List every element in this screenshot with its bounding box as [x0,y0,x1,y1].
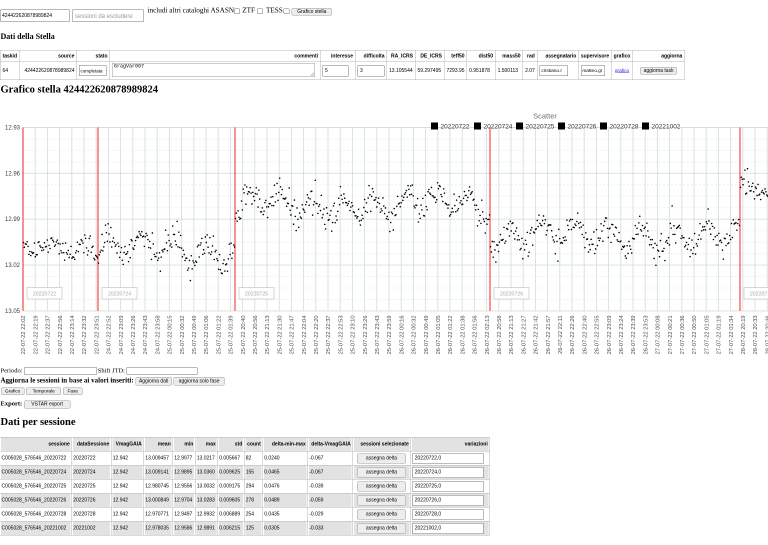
svg-text:20220722: 20220722 [441,124,470,131]
svg-text:25-07-22 01:39: 25-07-22 01:39 [229,315,235,354]
svg-text:26-07-22 02:13: 26-07-22 02:13 [485,315,491,354]
svg-text:20220724: 20220724 [108,292,131,298]
svg-text:27-07-22 00:36: 27-07-22 00:36 [680,315,686,354]
svg-text:24-07-22 23:09: 24-07-22 23:09 [119,315,125,354]
svg-text:22-07-22 22:37: 22-07-22 22:37 [46,315,52,354]
svg-text:20220722: 20220722 [33,292,56,298]
svg-text:25-07-22 23:26: 25-07-22 23:26 [363,315,369,354]
svg-text:24-07-22 23:26: 24-07-22 23:26 [131,315,137,354]
svg-text:26-07-22 21:42: 26-07-22 21:42 [534,315,540,354]
svg-text:Scatter: Scatter [533,112,557,121]
svg-text:22-07-22 23:14: 22-07-22 23:14 [70,315,76,355]
svg-text:25-07-22 00:49: 25-07-22 00:49 [192,315,198,354]
svg-text:27-07-22 00:21: 27-07-22 00:21 [668,315,674,354]
svg-text:28-07-22 20:19: 28-07-22 20:19 [741,315,747,354]
svg-text:26-07-22 23:39: 26-07-22 23:39 [631,315,637,354]
svg-text:27-07-22 01:34: 27-07-22 01:34 [729,315,735,355]
svg-text:25-07-22 21:30: 25-07-22 21:30 [277,315,283,354]
svg-text:26-07-22 00:49: 26-07-22 00:49 [424,315,430,354]
svg-text:13.02: 13.02 [5,263,21,269]
svg-text:24-07-22 22:52: 24-07-22 22:52 [107,315,113,354]
svg-text:22-07-22 23:32: 22-07-22 23:32 [82,315,88,354]
svg-text:26-07-22 22:26: 26-07-22 22:26 [570,315,576,354]
svg-text:20220724: 20220724 [484,124,513,131]
svg-text:25-07-22 23:43: 25-07-22 23:43 [375,315,381,354]
svg-text:25-07-22 01:06: 25-07-22 01:06 [204,315,210,354]
svg-text:12.99: 12.99 [5,217,21,223]
svg-text:25-07-22 22:20: 25-07-22 22:20 [314,315,320,354]
svg-text:26-07-22 23:24: 26-07-22 23:24 [619,315,625,355]
svg-text:20220726: 20220726 [568,124,597,131]
svg-text:25-07-22 21:47: 25-07-22 21:47 [290,315,296,354]
svg-text:26-07-22 00:32: 26-07-22 00:32 [412,315,418,354]
svg-text:26-07-22 21:57: 26-07-22 21:57 [546,315,552,354]
svg-text:26-07-22 00:16: 26-07-22 00:16 [399,315,405,354]
svg-text:28-07-22 20:33: 28-07-22 20:33 [753,315,759,354]
svg-text:25-07-22 01:22: 25-07-22 01:22 [216,315,222,354]
svg-text:26-07-22 01:38: 26-07-22 01:38 [460,315,466,354]
svg-text:20220728: 20220728 [750,292,768,298]
svg-text:26-07-22 22:11: 26-07-22 22:11 [558,315,564,354]
svg-text:22-07-22 22:02: 22-07-22 22:02 [21,315,27,354]
svg-text:12.93: 12.93 [5,126,21,132]
svg-text:26-07-22 01:22: 26-07-22 01:22 [448,315,454,354]
svg-text:27-07-22 01:05: 27-07-22 01:05 [704,315,710,354]
svg-text:24-07-22 23:43: 24-07-22 23:43 [143,315,149,354]
svg-text:26-07-22 23:09: 26-07-22 23:09 [607,315,613,354]
svg-text:22-07-22 23:51: 22-07-22 23:51 [94,315,100,354]
svg-text:12.96: 12.96 [5,171,21,177]
svg-text:28-07-22 20:46: 28-07-22 20:46 [765,315,768,354]
svg-text:26-07-22 21:27: 26-07-22 21:27 [521,315,527,354]
svg-text:22-07-22 22:56: 22-07-22 22:56 [58,315,64,354]
svg-text:13.05: 13.05 [5,309,21,315]
svg-text:22-07-22 22:19: 22-07-22 22:19 [33,315,39,354]
svg-text:25-07-22 20:56: 25-07-22 20:56 [253,315,259,354]
svg-text:26-07-22 22:55: 26-07-22 22:55 [595,315,601,354]
svg-text:25-07-22 22:53: 25-07-22 22:53 [338,315,344,354]
svg-text:25-07-22 00:15: 25-07-22 00:15 [168,315,174,354]
svg-text:26-07-22 21:13: 26-07-22 21:13 [509,315,515,354]
svg-text:26-07-22 23:53: 26-07-22 23:53 [643,315,649,354]
svg-text:25-07-22 22:04: 25-07-22 22:04 [302,315,308,355]
svg-text:27-07-22 00:08: 27-07-22 00:08 [656,315,662,354]
svg-text:26-07-22 01:05: 26-07-22 01:05 [436,315,442,354]
svg-text:25-07-22 23:59: 25-07-22 23:59 [387,315,393,354]
svg-text:25-07-22 22:37: 25-07-22 22:37 [326,315,332,354]
svg-text:25-07-22 21:13: 25-07-22 21:13 [265,315,271,354]
svg-text:27-07-22 01:19: 27-07-22 01:19 [717,315,723,354]
svg-text:20220725: 20220725 [526,124,555,131]
svg-text:25-07-22 23:10: 25-07-22 23:10 [351,315,357,354]
svg-text:20220728: 20220728 [610,124,639,131]
svg-text:26-07-22 01:56: 26-07-22 01:56 [473,315,479,354]
svg-text:25-07-22 20:40: 25-07-22 20:40 [241,315,247,354]
svg-text:20221002: 20221002 [652,124,681,131]
svg-text:25-07-22 00:32: 25-07-22 00:32 [180,315,186,354]
svg-text:27-07-22 00:50: 27-07-22 00:50 [692,315,698,354]
svg-text:20220725: 20220725 [245,292,268,298]
svg-text:26-07-22 22:40: 26-07-22 22:40 [582,315,588,354]
svg-text:20220726: 20220726 [500,292,523,298]
svg-text:24-07-22 23:58: 24-07-22 23:58 [155,315,161,354]
svg-text:26-07-22 20:58: 26-07-22 20:58 [497,315,503,354]
